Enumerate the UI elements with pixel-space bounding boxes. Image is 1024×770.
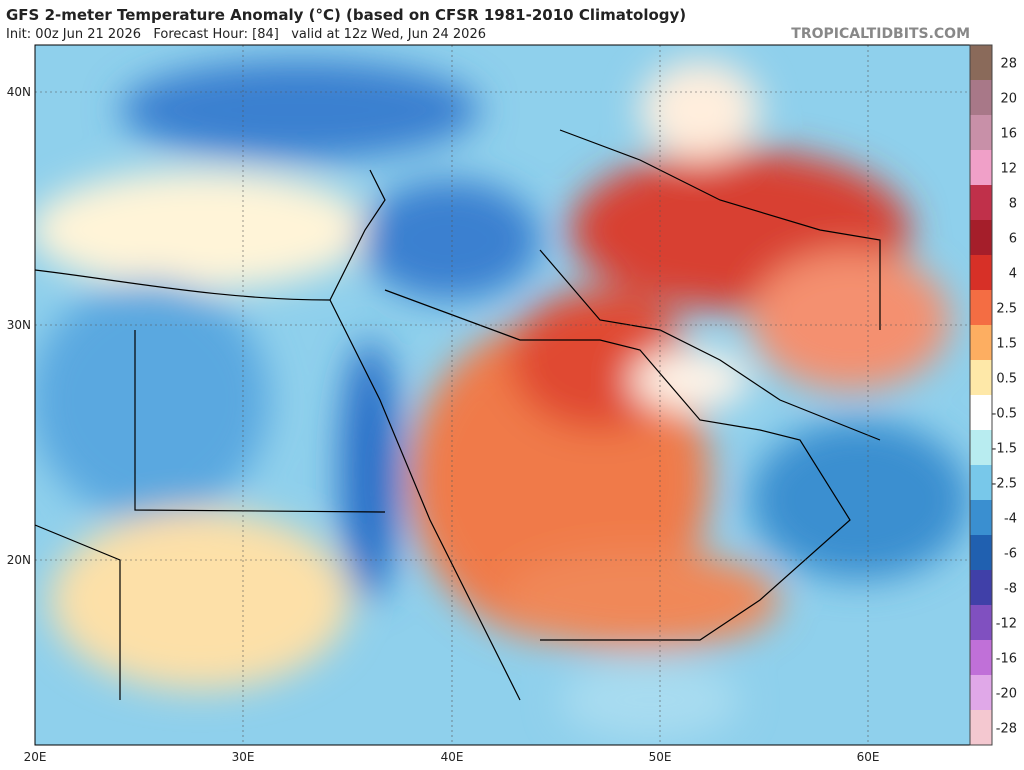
title: GFS 2-meter Temperature Anomaly (°C) (ba… xyxy=(6,6,686,24)
colorbar-swatch xyxy=(970,675,992,710)
colorbar-swatch xyxy=(970,605,992,640)
lat-label: 30N xyxy=(7,318,31,332)
colorbar-label: 4 xyxy=(1009,267,1017,282)
colorbar-swatch xyxy=(970,115,992,150)
colorbar-swatch xyxy=(970,570,992,605)
lon-label: 40E xyxy=(441,750,464,764)
colorbar-label: 8 xyxy=(1009,197,1017,212)
colorbar-frame xyxy=(969,44,993,746)
colorbar-label: -0.5 xyxy=(992,407,1017,422)
lat-label: 40N xyxy=(7,85,31,99)
colorbar-label: -28 xyxy=(996,722,1017,737)
colorbar-label: 28 xyxy=(1000,57,1017,72)
colorbar-label: -16 xyxy=(996,652,1017,667)
colorbar-swatch xyxy=(970,395,992,430)
lon-label: 50E xyxy=(649,750,672,764)
colorbar-label: 1.5 xyxy=(996,337,1017,352)
subtitle: Init: 00z Jun 21 2026 Forecast Hour: [84… xyxy=(6,27,486,42)
colorbar-label: -6 xyxy=(1004,547,1017,562)
colorbar-label: -2.5 xyxy=(992,477,1017,492)
colorbar-swatch xyxy=(970,80,992,115)
colorbar-swatch xyxy=(970,360,992,395)
colorbar-swatch xyxy=(970,255,992,290)
colorbar-swatch xyxy=(970,45,992,80)
colorbar-swatch xyxy=(970,640,992,675)
colorbar-label: 6 xyxy=(1009,232,1017,247)
colorbar-swatch xyxy=(970,325,992,360)
lat-label: 20N xyxy=(7,553,31,567)
watermark: TROPICALTIDBITS.COM xyxy=(791,26,970,42)
colorbar-swatch xyxy=(970,220,992,255)
lon-label: 20E xyxy=(24,750,47,764)
colorbar-swatch xyxy=(970,535,992,570)
colorbar-label: -20 xyxy=(996,687,1017,702)
colorbar-swatch xyxy=(970,290,992,325)
colorbar-swatch xyxy=(970,465,992,500)
colorbar-swatch xyxy=(970,430,992,465)
colorbar-label: -12 xyxy=(996,617,1017,632)
colorbar-swatch xyxy=(970,150,992,185)
colorbar-label: -4 xyxy=(1004,512,1017,527)
map xyxy=(35,45,970,745)
colorbar-label: -1.5 xyxy=(992,442,1017,457)
colorbar-label: 12 xyxy=(1000,162,1017,177)
colorbar-label: 16 xyxy=(1000,127,1017,142)
lon-label: 30E xyxy=(232,750,255,764)
lon-label: 60E xyxy=(857,750,880,764)
colorbar-swatch xyxy=(970,500,992,535)
colorbar-swatch xyxy=(970,185,992,220)
colorbar-label: 20 xyxy=(1000,92,1017,107)
colorbar-label: -8 xyxy=(1004,582,1017,597)
colorbar-swatch xyxy=(970,710,992,745)
colorbar-label: 0.5 xyxy=(996,372,1017,387)
colorbar-label: 2.5 xyxy=(996,302,1017,317)
